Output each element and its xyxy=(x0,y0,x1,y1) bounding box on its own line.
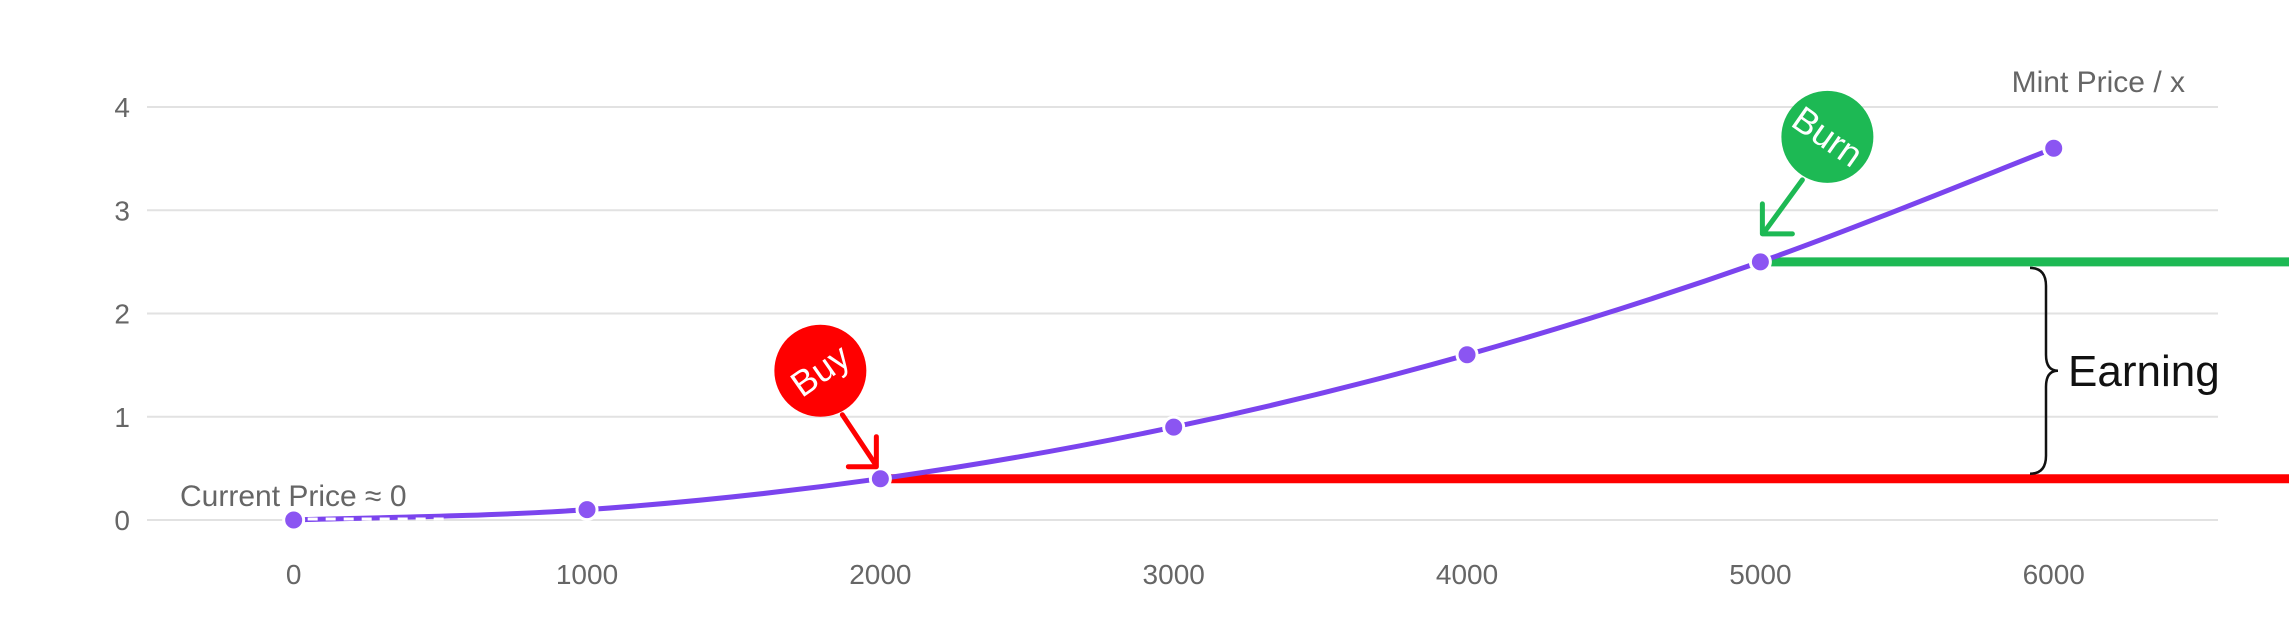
buy-arrow-shaft xyxy=(839,412,877,466)
data-point xyxy=(1455,343,1479,367)
x-tick-label: 6000 xyxy=(2023,559,2085,590)
earning-brace xyxy=(2029,266,2059,475)
data-point xyxy=(575,498,599,522)
x-tick-label: 0 xyxy=(286,559,302,590)
y-tick-label: 4 xyxy=(114,92,130,123)
grid-lines xyxy=(147,106,2218,521)
burn-arrow-shaft xyxy=(1761,177,1805,235)
data-point xyxy=(282,508,306,532)
buy-bubble: Buy xyxy=(774,324,867,417)
data-point xyxy=(1748,250,1772,274)
data-point xyxy=(868,467,892,491)
chart-annotations: Current Price ≈ 0 Buy Burn Earning xyxy=(180,90,2220,521)
earning-label: Earning xyxy=(2068,347,2220,396)
x-tick-label: 1000 xyxy=(556,559,618,590)
y-tick-label: 2 xyxy=(114,299,130,330)
x-tick-label: 2000 xyxy=(849,559,911,590)
x-tick-label: 3000 xyxy=(1143,559,1205,590)
y-axis-ticks: 0 1 2 3 4 xyxy=(114,92,130,536)
current-price-label: Current Price ≈ 0 xyxy=(180,480,407,513)
x-tick-label: 4000 xyxy=(1436,559,1498,590)
y-tick-label: 3 xyxy=(114,195,130,226)
x-axis-ticks: 0 1000 2000 3000 4000 5000 6000 xyxy=(286,559,2085,590)
price-curve-series xyxy=(282,136,2066,532)
x-tick-label: 5000 xyxy=(1729,559,1791,590)
burn-bubble: Burn xyxy=(1781,90,1874,183)
data-point xyxy=(2042,136,2066,160)
buy-arrow-head xyxy=(845,434,879,470)
data-point xyxy=(1162,415,1186,439)
price-curve-line xyxy=(291,145,2057,523)
burn-arrow-head xyxy=(1759,201,1795,237)
y-tick-label: 1 xyxy=(114,402,130,433)
y-tick-label: 0 xyxy=(114,505,130,536)
burn-bubble-circle xyxy=(1781,90,1874,183)
buy-bubble-circle xyxy=(774,324,867,417)
y-axis-title: Mint Price / x xyxy=(2012,66,2185,99)
price-levels xyxy=(880,257,2289,484)
